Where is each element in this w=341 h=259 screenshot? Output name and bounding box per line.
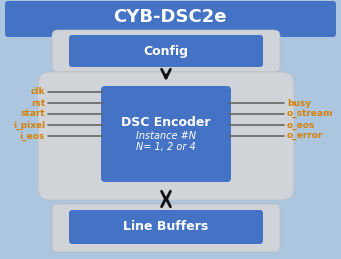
Text: Line Buffers: Line Buffers [123,220,209,234]
FancyBboxPatch shape [52,204,280,252]
FancyBboxPatch shape [101,86,231,182]
FancyBboxPatch shape [38,72,294,200]
Text: clk: clk [30,88,45,97]
Text: rst: rst [31,98,45,107]
Text: i_pixel: i_pixel [13,120,45,130]
Text: Instance #N: Instance #N [136,131,196,141]
Text: o_stream: o_stream [287,110,333,119]
FancyBboxPatch shape [69,210,263,244]
Text: start: start [20,110,45,119]
Text: DSC Encoder: DSC Encoder [121,116,211,128]
Text: Config: Config [144,45,189,57]
Text: busy: busy [287,98,311,107]
Text: CYB-DSC2e: CYB-DSC2e [113,8,227,26]
FancyBboxPatch shape [52,30,280,72]
Text: i_eos: i_eos [20,131,45,141]
Text: N= 1, 2 or 4: N= 1, 2 or 4 [136,142,196,152]
FancyBboxPatch shape [69,35,263,67]
FancyBboxPatch shape [5,1,336,37]
Text: o_eos: o_eos [287,120,315,130]
Text: o_error: o_error [287,132,323,140]
